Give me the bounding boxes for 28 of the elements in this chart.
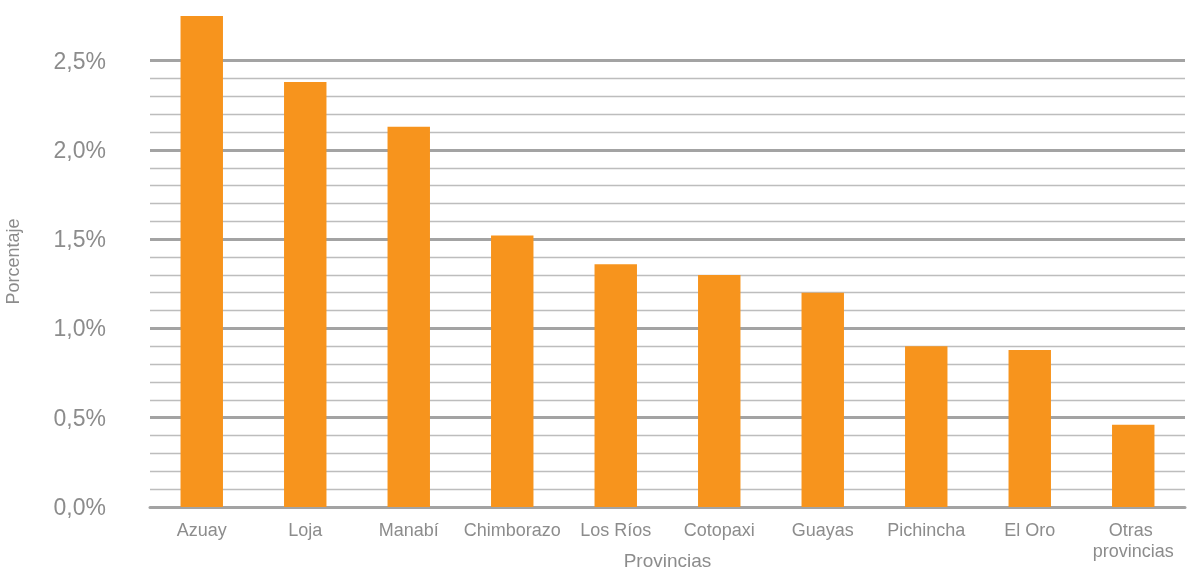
bar — [905, 346, 948, 507]
x-tick-label: Loja — [288, 519, 324, 540]
bar — [387, 126, 430, 507]
y-tick-label: 2,5% — [53, 47, 106, 74]
y-tick-label: 0,0% — [53, 494, 106, 520]
x-tick-label: Azuay — [176, 519, 227, 540]
bar — [491, 235, 534, 507]
y-tick-label: 2,0% — [53, 136, 106, 163]
y-tick-label: 1,0% — [53, 315, 106, 342]
x-tick-label: Chimborazo — [463, 519, 561, 540]
bar — [698, 274, 741, 507]
x-tick-label: El Oro — [1004, 519, 1056, 540]
bar — [180, 16, 223, 507]
x-axis-title: Provincias — [623, 550, 712, 569]
bar — [801, 292, 844, 507]
x-tick-label: Cotopaxi — [683, 519, 755, 540]
x-tick-label: Guayas — [791, 519, 854, 540]
x-tick-label: Pichincha — [887, 519, 967, 540]
bar — [1008, 349, 1051, 507]
x-tick-label: Manabí — [378, 519, 439, 540]
y-tick-label: 0,5% — [53, 404, 106, 431]
y-axis-title: Porcentaje — [3, 218, 23, 305]
bar — [594, 264, 637, 507]
x-tick-label: Los Ríos — [580, 519, 652, 540]
bar — [284, 82, 327, 507]
y-tick-label: 1,5% — [53, 226, 106, 253]
x-tick-label: Otras provincias — [1092, 519, 1174, 561]
bar — [1112, 424, 1155, 507]
